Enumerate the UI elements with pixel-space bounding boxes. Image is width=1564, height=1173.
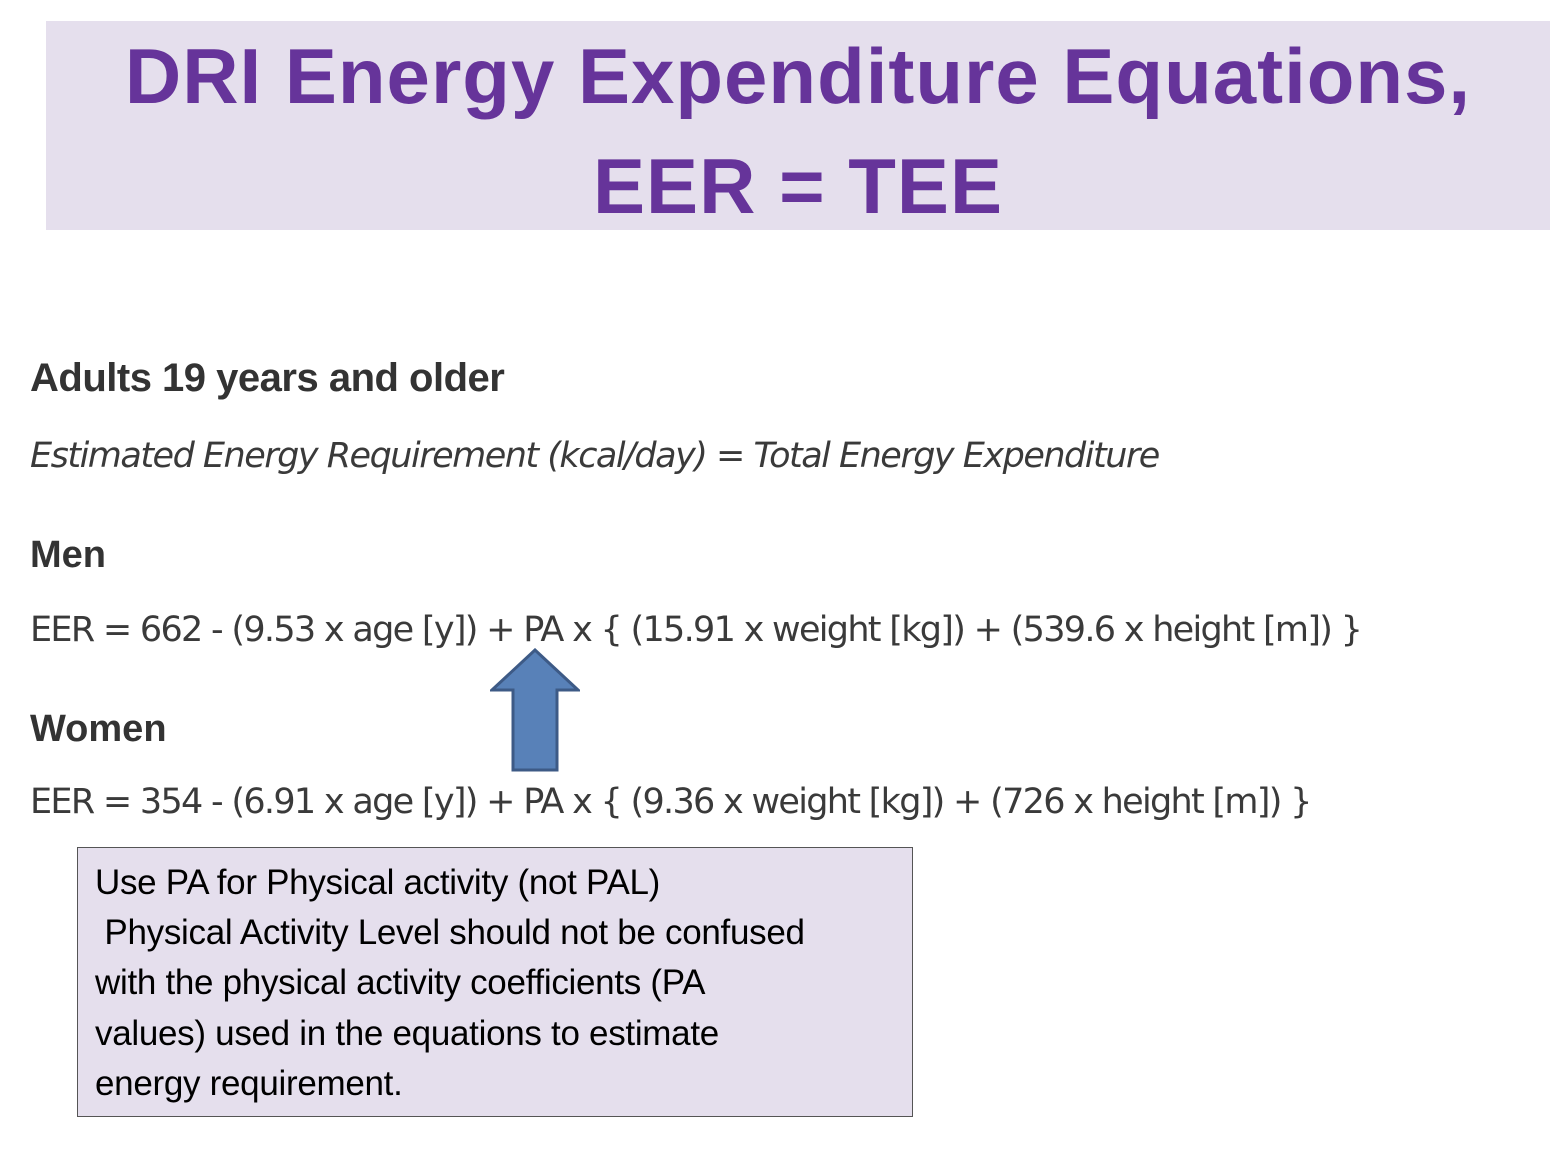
slide-title: DRI Energy Expenditure Equations, EER = … [46,21,1550,241]
men-heading: Men [30,534,106,576]
women-equation: EER = 354 - (6.91 x age [y]) + PA x { (9… [30,782,1312,822]
note-line: energy requirement. [95,1063,403,1103]
up-arrow-icon [490,648,580,772]
note-line: Physical Activity Level should not be co… [95,913,805,953]
title-line-1: DRI Energy Expenditure Equations, [124,32,1472,120]
note-callout: Use PA for Physical activity (not PAL) P… [77,847,913,1117]
note-line: values) used in the equations to estimat… [95,1013,719,1053]
women-heading: Women [30,708,167,750]
section-heading: Adults 19 years and older [30,356,505,400]
title-line-2: EER = TEE [593,142,1003,230]
definition-text: Estimated Energy Requirement (kcal/day) … [30,436,1160,476]
note-line: with the physical activity coefficients … [95,963,706,1003]
title-banner: DRI Energy Expenditure Equations, EER = … [46,21,1550,230]
note-line: Use PA for Physical activity (not PAL) [95,863,661,902]
men-equation: EER = 662 - (9.53 x age [y]) + PA x { (1… [30,610,1363,650]
